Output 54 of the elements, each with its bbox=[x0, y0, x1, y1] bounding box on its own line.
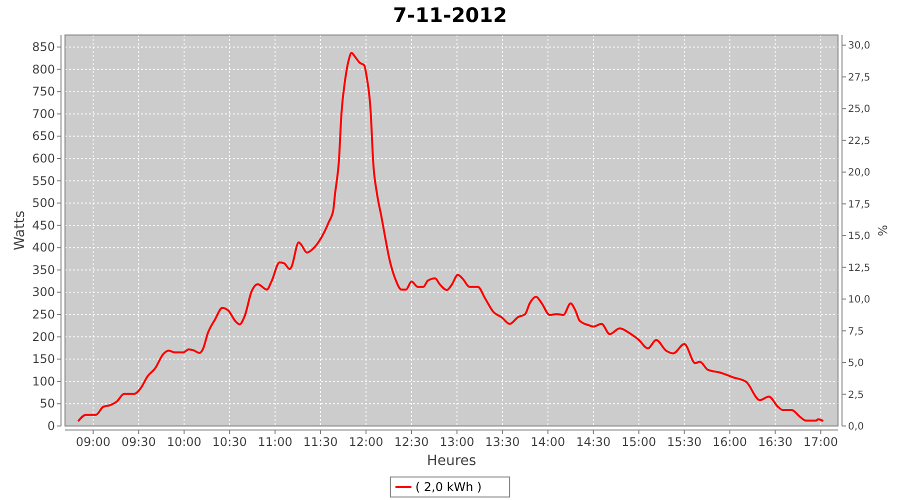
legend-label: ( 2,0 kWh ) bbox=[415, 480, 482, 494]
y2-tick-label: 25,0 bbox=[848, 104, 870, 116]
y2-tick-label: 10,0 bbox=[848, 294, 870, 306]
x-tick-label: 10:30 bbox=[212, 435, 247, 449]
x-tick-label: 15:30 bbox=[667, 435, 702, 449]
x-tick-label: 15:00 bbox=[622, 435, 656, 449]
x-tick-label: 13:30 bbox=[485, 435, 520, 449]
y-tick-label: 250 bbox=[32, 308, 55, 322]
y-tick-label: 350 bbox=[32, 262, 55, 277]
y2-tick-label: 7,5 bbox=[848, 326, 864, 338]
y-tick-label: 800 bbox=[32, 62, 55, 76]
x-tick-label: 13:00 bbox=[440, 435, 474, 449]
y-axis-title: Watts bbox=[12, 210, 28, 250]
y-tick-label: 200 bbox=[32, 330, 55, 344]
y-tick-label: 700 bbox=[32, 106, 55, 121]
y-tick-label: 50 bbox=[40, 396, 55, 411]
y-tick-label: 100 bbox=[32, 374, 55, 388]
chart-title: 7-11-2012 bbox=[392, 3, 508, 27]
x-tick-label: 16:30 bbox=[758, 435, 793, 449]
y2-tick-label: 30,0 bbox=[848, 40, 870, 52]
y2-axis-title: % bbox=[876, 224, 890, 236]
y-tick-label: 750 bbox=[32, 84, 55, 99]
x-tick-label: 11:30 bbox=[303, 435, 338, 449]
y2-tick-label: 15,0 bbox=[848, 231, 870, 242]
x-tick-label: 17:00 bbox=[803, 435, 838, 449]
x-axis-title: Heures bbox=[426, 453, 476, 469]
y2-tick-label: 12,5 bbox=[848, 262, 870, 274]
y-tick-label: 500 bbox=[32, 196, 55, 210]
x-tick-label: 16:00 bbox=[712, 435, 748, 449]
y2-tick-label: 22,5 bbox=[848, 136, 870, 147]
x-tick-label: 11:00 bbox=[258, 435, 292, 449]
line-series bbox=[78, 52, 824, 422]
y2-tick-label: 17,5 bbox=[848, 199, 870, 210]
x-tick-label: 12:30 bbox=[394, 435, 429, 449]
y-tick-label: 600 bbox=[32, 151, 55, 166]
x-tick-label: 12:00 bbox=[348, 435, 384, 449]
y2-tick-label: 2,5 bbox=[848, 390, 864, 401]
y-tick-label: 150 bbox=[32, 352, 55, 366]
y-tick-label: 550 bbox=[32, 174, 55, 188]
y2-tick-label: 20,0 bbox=[848, 168, 870, 179]
y-tick-label: 450 bbox=[32, 218, 55, 232]
y-tick-label: 400 bbox=[32, 240, 55, 255]
y2-tick-label: 5,0 bbox=[848, 358, 864, 370]
y2-tick-label: 0,0 bbox=[848, 422, 864, 432]
y-tick-label: 0 bbox=[47, 419, 55, 433]
x-tick-label: 09:00 bbox=[76, 435, 110, 449]
y-tick-label: 850 bbox=[32, 40, 55, 54]
y2-tick-label: 27,5 bbox=[848, 72, 870, 84]
y-tick-label: 300 bbox=[32, 285, 55, 300]
x-tick-label: 14:30 bbox=[576, 435, 611, 449]
y-tick-label: 650 bbox=[32, 129, 55, 144]
x-tick-label: 09:30 bbox=[121, 435, 156, 449]
x-tick-label: 14:00 bbox=[530, 435, 566, 449]
x-tick-label: 10:00 bbox=[166, 435, 202, 449]
